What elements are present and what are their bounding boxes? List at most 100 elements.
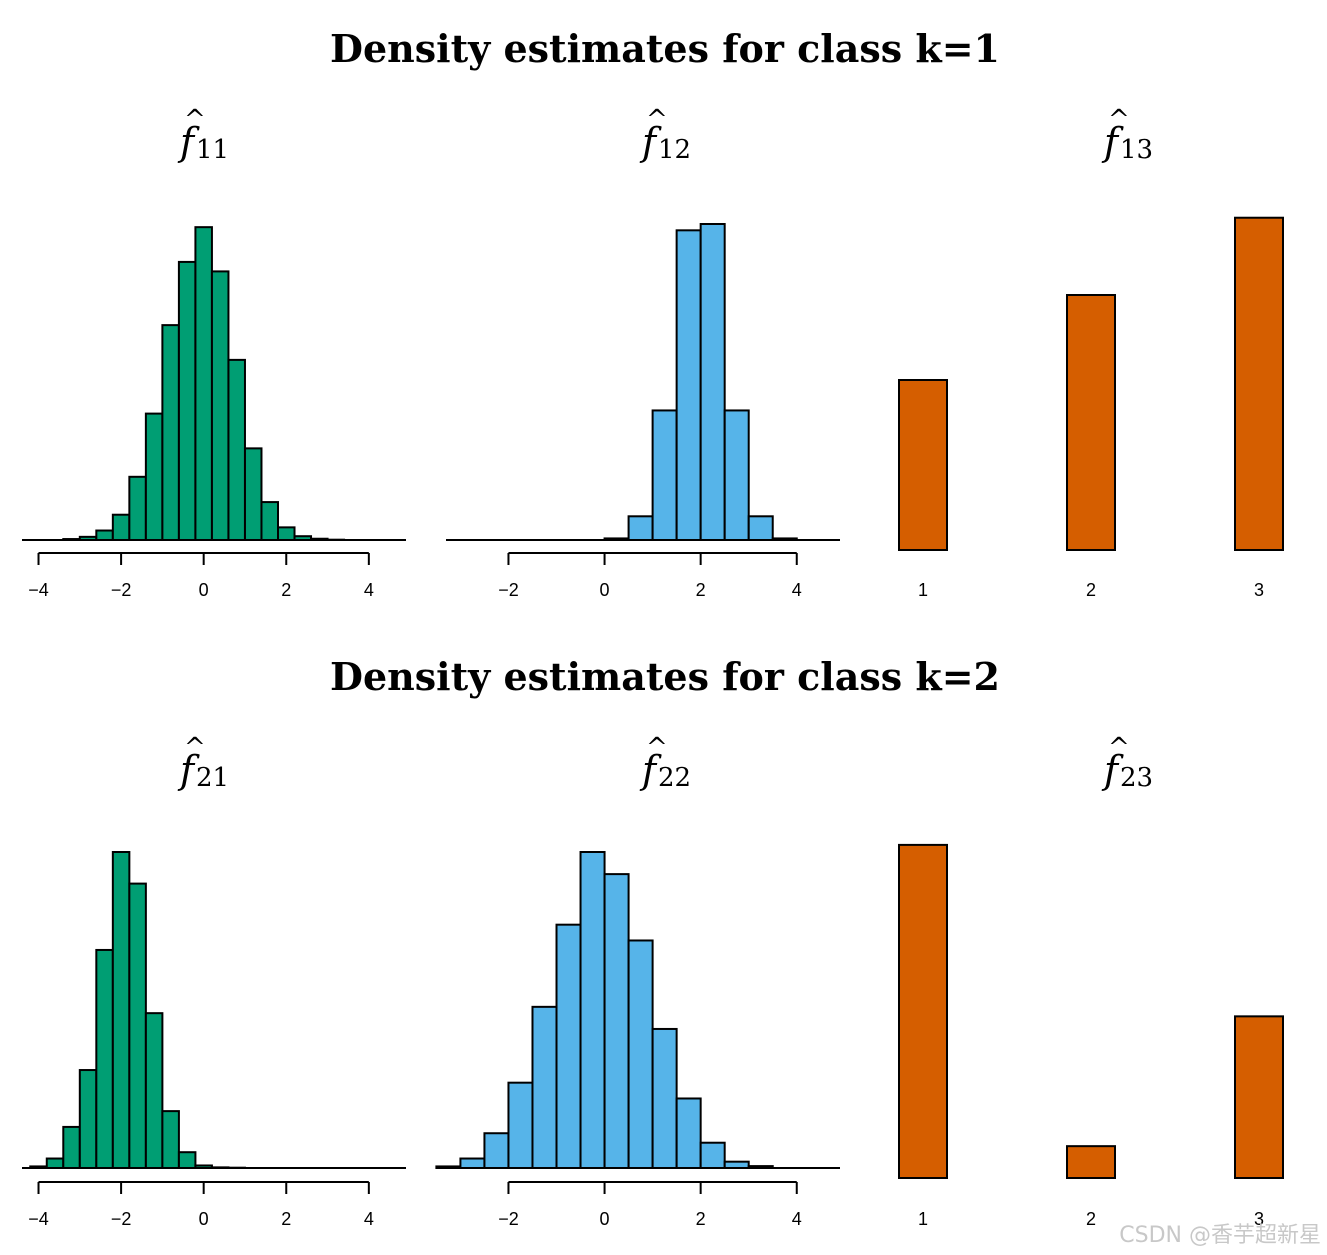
svg-text:^: ^ <box>646 105 668 135</box>
histogram-bar <box>128 475 147 541</box>
histogram-bar <box>651 409 678 541</box>
panel-title-f23: f ^ 23 <box>1101 733 1153 793</box>
chart-f23: 1 2 3 <box>898 843 1284 1229</box>
histogram-bar <box>210 270 230 541</box>
x-tick-label: 2 <box>696 1209 706 1229</box>
chart-f22: −2 0 2 4 <box>435 851 840 1229</box>
plots-layer: −4 −2 0 2 4 −2 0 2 4 1 2 3−4 −2 0 2 4 −2 0 2 4 1 2 3 <box>22 216 1284 1229</box>
category-bar <box>1234 1015 1284 1180</box>
histogram-bar <box>161 324 180 541</box>
row-1-title: Density estimates for class k=1 <box>330 26 1000 71</box>
panel-title-f21: f ^ 21 <box>177 733 229 793</box>
histogram-bar <box>194 226 213 541</box>
histogram-bar <box>435 1165 462 1170</box>
histogram-bar <box>603 873 630 1169</box>
histogram-bar <box>579 851 606 1169</box>
histogram-bar <box>62 538 81 542</box>
x-tick-label: −4 <box>28 580 49 600</box>
histogram-bar <box>293 535 313 542</box>
row-2-title: Density estimates for class k=2 <box>330 654 1000 699</box>
histogram-bar <box>723 1160 750 1170</box>
x-tick-label: −2 <box>498 1209 519 1229</box>
histogram-bar <box>483 1132 510 1169</box>
category-bar <box>898 843 948 1179</box>
x-tick-label: 0 <box>199 1209 209 1229</box>
histogram-bar <box>177 260 197 541</box>
histogram-bar <box>95 948 114 1170</box>
x-tick-label: 4 <box>364 1209 374 1229</box>
histogram-bar <box>144 1012 164 1169</box>
category-bar <box>1066 1145 1116 1180</box>
histogram-bar <box>243 447 263 541</box>
histogram-bar <box>747 515 774 541</box>
histogram-bar <box>459 1157 486 1170</box>
histogram-bar <box>627 939 654 1169</box>
histogram-bar <box>260 501 279 541</box>
x-tick-label: −2 <box>111 1209 132 1229</box>
watermark: CSDN @香芋超新星 <box>1119 1223 1321 1248</box>
histogram-bar <box>45 1157 65 1170</box>
histogram-bar <box>310 537 329 542</box>
category-bar <box>898 379 948 551</box>
histogram-bar <box>111 851 131 1169</box>
histogram-bar <box>699 1141 726 1169</box>
x-tick-label: 2 <box>281 580 291 600</box>
svg-text:^: ^ <box>1108 105 1130 135</box>
histogram-bar <box>747 1165 774 1170</box>
svg-text:22: 22 <box>658 763 691 793</box>
svg-text:21: 21 <box>196 763 229 793</box>
histogram-bar <box>277 526 296 541</box>
x-tick-label: 0 <box>600 580 610 600</box>
histogram-bar <box>128 882 147 1169</box>
histogram-bar <box>651 1027 678 1169</box>
x-tick-label: 0 <box>199 580 209 600</box>
svg-text:23: 23 <box>1120 763 1153 793</box>
category-bar <box>1234 216 1284 552</box>
svg-text:^: ^ <box>646 733 668 763</box>
panel-title-f12: f ^ 12 <box>639 105 691 165</box>
histogram-bar <box>62 1125 81 1170</box>
chart-f21: −4 −2 0 2 4 <box>22 851 406 1229</box>
svg-text:11: 11 <box>196 135 229 165</box>
histogram-bar <box>227 358 246 541</box>
histogram-bar <box>29 1165 48 1170</box>
histogram-bar <box>627 515 654 541</box>
histogram-bar <box>95 529 114 542</box>
histogram-bar <box>78 535 98 542</box>
x-tick-label: 2 <box>281 1209 291 1229</box>
x-tick-label: −2 <box>111 580 132 600</box>
x-tick-label: −2 <box>498 580 519 600</box>
histogram-bar <box>161 1110 180 1169</box>
svg-text:^: ^ <box>184 105 206 135</box>
histogram-bar <box>507 1081 534 1170</box>
histogram-bar <box>675 229 702 541</box>
x-tick-label: −4 <box>28 1209 49 1229</box>
histogram-bar <box>771 537 798 541</box>
category-label: 1 <box>918 1209 928 1229</box>
histogram-bar <box>177 1151 197 1169</box>
x-tick-label: 4 <box>792 580 802 600</box>
histogram-bar <box>210 1166 230 1170</box>
svg-text:^: ^ <box>184 733 206 763</box>
svg-text:13: 13 <box>1120 135 1153 165</box>
x-tick-label: 2 <box>696 580 706 600</box>
histogram-bar <box>194 1164 213 1170</box>
panel-title-f13: f ^ 13 <box>1101 105 1153 165</box>
category-label: 1 <box>918 580 928 600</box>
histogram-bar <box>531 1005 558 1170</box>
category-label: 3 <box>1254 580 1264 600</box>
histogram-bar <box>555 923 582 1169</box>
histogram-bar <box>603 537 630 541</box>
histogram-bar <box>144 412 164 542</box>
category-label: 2 <box>1086 580 1096 600</box>
panel-title-f11: f ^ 11 <box>177 105 229 165</box>
x-tick-label: 0 <box>600 1209 610 1229</box>
histogram-bar <box>675 1097 702 1169</box>
category-label: 2 <box>1086 1209 1096 1229</box>
chart-f13: 1 2 3 <box>898 216 1284 600</box>
chart-f11: −4 −2 0 2 4 <box>22 226 406 600</box>
panel-title-f22: f ^ 22 <box>639 733 691 793</box>
svg-text:12: 12 <box>658 135 691 165</box>
svg-text:^: ^ <box>1108 733 1130 763</box>
